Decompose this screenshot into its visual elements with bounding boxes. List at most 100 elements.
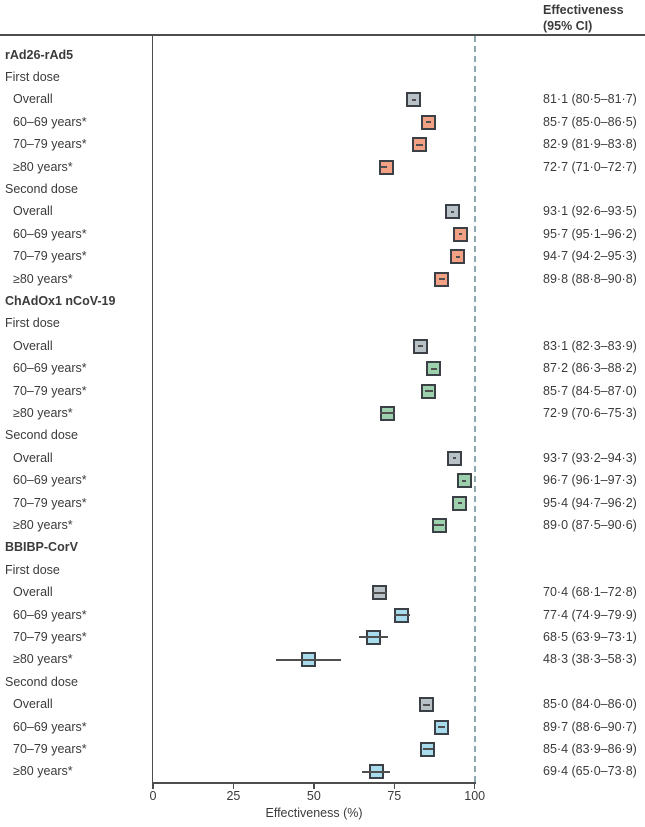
row-label: ≥80 years*	[13, 764, 73, 779]
effectiveness-value: 87·2 (86·3–88·2)	[543, 361, 637, 376]
row-label: ≥80 years*	[13, 159, 73, 174]
row-label: Overall	[13, 338, 53, 353]
ci-whisker	[430, 367, 437, 370]
ci-whisker	[417, 345, 423, 348]
row-label: Second dose	[5, 428, 78, 443]
ci-whisker	[462, 479, 466, 482]
ci-whisker	[438, 278, 446, 280]
ci-whisker	[452, 457, 457, 460]
x-tick-label: 25	[226, 789, 241, 803]
effectiveness-value: 85·7 (84·5–87·0)	[543, 383, 637, 398]
row-label: ≥80 years*	[13, 271, 73, 286]
effectiveness-value: 82·9 (81·9–83·8)	[543, 137, 637, 152]
ci-whisker	[422, 748, 433, 751]
effectiveness-value: 69·4 (65·0–73·8)	[543, 764, 637, 779]
effectiveness-column-header: Effectiveness (95% CI)	[543, 2, 624, 34]
effectiveness-value: 85·4 (83·9–86·9)	[543, 741, 637, 756]
ci-whisker	[450, 210, 454, 213]
effectiveness-value: 77·4 (74·9–79·9)	[543, 607, 637, 622]
reference-line-100	[473, 36, 476, 782]
x-tick-mark	[473, 783, 476, 789]
x-axis-title: Effectiveness (%)	[265, 806, 363, 820]
row-label: Overall	[13, 92, 53, 107]
ci-whisker	[434, 524, 445, 527]
row-label: 70–79 years*	[13, 383, 87, 398]
ci-whisker	[276, 658, 341, 661]
y-axis-line	[152, 35, 154, 782]
effectiveness-value: 93·1 (92·6–93·5)	[543, 204, 637, 219]
effectiveness-value: 85·0 (84·0–86·0)	[543, 697, 637, 712]
row-label: 70–79 years*	[13, 629, 87, 644]
x-tick-mark	[232, 783, 235, 789]
ci-whisker	[380, 412, 396, 415]
column-header-line1: Effectiveness	[543, 3, 624, 17]
ci-whisker	[438, 726, 445, 728]
ci-whisker	[372, 591, 388, 594]
ci-whisker	[426, 121, 432, 124]
effectiveness-value: 93·7 (93·2–94·3)	[543, 450, 637, 465]
row-label: Overall	[13, 450, 53, 465]
row-label: 60–69 years*	[13, 114, 87, 129]
row-label: 60–69 years*	[13, 361, 87, 376]
x-tick-label: 100	[464, 789, 486, 803]
row-label: ≥80 years*	[13, 405, 73, 420]
x-tick-mark	[393, 783, 396, 789]
ci-whisker	[411, 98, 416, 101]
row-label: First dose	[5, 562, 60, 577]
effectiveness-value: 83·1 (82·3–83·9)	[543, 338, 637, 353]
effectiveness-value: 72·9 (70·6–75·3)	[543, 405, 637, 420]
ci-whisker	[393, 614, 411, 616]
ci-whisker	[424, 390, 433, 392]
row-label: 60–69 years*	[13, 226, 87, 241]
row-label: 70–79 years*	[13, 741, 87, 756]
row-label: 70–79 years*	[13, 249, 87, 264]
vaccine-group-label: BBIBP-CorV	[5, 540, 78, 555]
vaccine-group-label: rAd26-rAd5	[5, 47, 74, 62]
effectiveness-value: 68·5 (63·9–73·1)	[543, 629, 637, 644]
row-label: First dose	[5, 69, 60, 84]
row-label: Second dose	[5, 181, 78, 196]
row-label: ≥80 years*	[13, 517, 73, 532]
ci-whisker	[362, 770, 391, 773]
row-label: Overall	[13, 204, 53, 219]
ci-whisker	[458, 233, 463, 236]
effectiveness-value: 96·7 (96·1–97·3)	[543, 473, 637, 488]
effectiveness-value: 85·7 (85·0–86·5)	[543, 114, 637, 129]
effectiveness-value: 89·8 (88·8–90·8)	[543, 271, 637, 286]
x-tick-mark	[313, 783, 315, 789]
row-label: 60–69 years*	[13, 607, 87, 622]
effectiveness-value: 95·4 (94·7–96·2)	[543, 495, 637, 510]
ci-whisker	[416, 143, 423, 146]
x-tick-label: 75	[387, 789, 402, 803]
top-rule	[0, 34, 645, 36]
ci-whisker	[423, 703, 430, 706]
x-tick-label: 0	[149, 789, 157, 803]
column-header-line2: (95% CI)	[543, 19, 593, 33]
row-label: Overall	[13, 585, 53, 600]
effectiveness-value: 89·0 (87·5–90·6)	[543, 517, 637, 532]
row-label: 60–69 years*	[13, 719, 87, 734]
effectiveness-value: 48·3 (38·3–58·3)	[543, 652, 637, 667]
row-label: Overall	[13, 697, 53, 712]
effectiveness-value: 95·7 (95·1–96·2)	[543, 226, 637, 241]
x-tick-mark	[152, 783, 154, 789]
effectiveness-value: 81·1 (80·5–81·7)	[543, 92, 637, 107]
ci-whisker	[358, 636, 389, 639]
row-label: 60–69 years*	[13, 473, 87, 488]
effectiveness-value: 89·7 (88·6–90·7)	[543, 719, 637, 734]
ci-whisker	[456, 255, 460, 258]
row-label: First dose	[5, 316, 60, 331]
x-axis-line	[152, 782, 476, 784]
ci-whisker	[381, 166, 387, 168]
row-label: Second dose	[5, 674, 78, 689]
effectiveness-value: 94·7 (94·2–95·3)	[543, 249, 637, 264]
effectiveness-value: 70·4 (68·1–72·8)	[543, 585, 637, 600]
x-tick-label: 50	[306, 789, 321, 803]
row-label: ≥80 years*	[13, 652, 73, 667]
effectiveness-value: 72·7 (71·0–72·7)	[543, 159, 637, 174]
row-label: 70–79 years*	[13, 495, 87, 510]
vaccine-group-label: ChAdOx1 nCoV-19	[5, 293, 116, 308]
forest-box	[379, 159, 395, 175]
row-label: 70–79 years*	[13, 137, 87, 152]
